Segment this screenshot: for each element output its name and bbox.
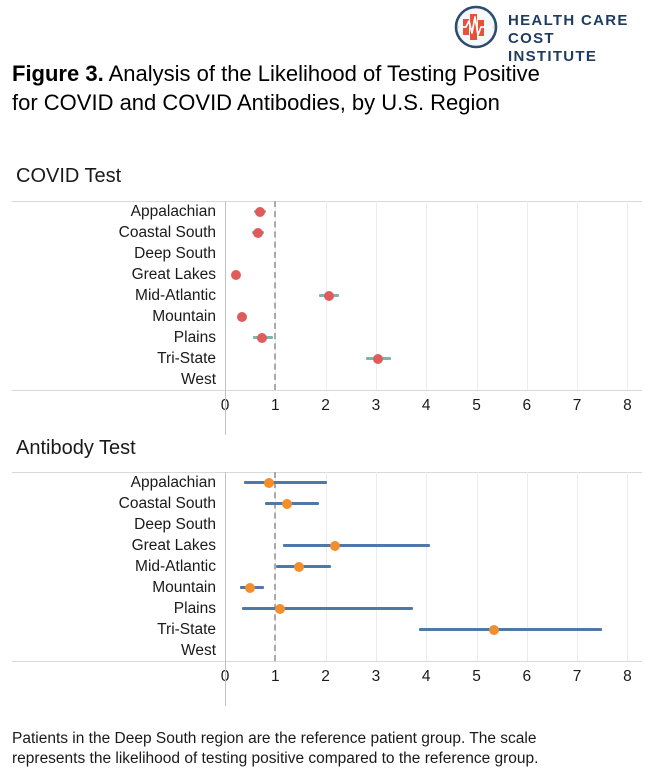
gridline [577,201,579,390]
gridline [476,201,478,390]
data-point [329,540,340,551]
figure-title-text: Analysis of the Likelihood of Testing Po… [12,61,540,115]
data-point [264,477,275,488]
category-label: Tri-State [157,621,216,638]
category-label: Appalachian [130,474,216,491]
category-label: Tri-State [157,350,216,367]
brand-wordmark: HEALTH CARE COST INSTITUTE [508,12,645,66]
figure-number-label: Figure 3. [12,61,104,86]
gridline [526,201,528,390]
x-tick-label: 7 [572,668,582,685]
category-label: Great Lakes [131,537,216,554]
reference-line [274,201,277,390]
plot-bottom-border [12,661,642,662]
confidence-interval-bar [264,502,320,505]
x-tick-label: 4 [421,668,431,685]
data-point [489,624,500,635]
category-label: Mountain [152,579,216,596]
hcci-logo-icon [454,5,498,49]
x-tick-label: 2 [321,668,330,685]
category-label: West [180,642,216,659]
plot-top-border [12,472,642,473]
gridline [375,472,377,661]
category-label: Plains [173,329,216,346]
category-label: Plains [173,600,216,617]
gridline [627,472,629,661]
x-tick-label: 3 [371,397,381,414]
category-label: Deep South [134,245,216,262]
plot-bottom-border [12,390,642,391]
confidence-interval-bar [282,544,430,547]
x-tick-label: 3 [371,668,381,685]
antibody-test-heading: Antibody Test [16,437,136,459]
gridline [426,472,428,661]
x-tick-label: 8 [623,397,632,414]
x-tick-label: 1 [270,668,280,685]
data-point [237,311,248,322]
category-label: Deep South [134,516,216,533]
y-axis-line [225,472,226,706]
x-tick-label: 2 [321,397,330,414]
data-point [256,332,267,343]
confidence-interval-bar [418,628,603,631]
y-axis-line [225,201,226,435]
x-tick-label: 1 [270,397,280,414]
gridline [426,201,428,390]
x-tick-label: 6 [522,668,532,685]
data-point [252,227,263,238]
gridline [476,472,478,661]
x-tick-label: 4 [421,397,431,414]
data-point [254,206,265,217]
brand-line2: COST INSTITUTE [508,30,598,65]
x-tick-label: 8 [623,668,632,685]
data-point [281,498,292,509]
data-point [245,582,256,593]
reference-line [274,472,277,661]
gridline [375,201,377,390]
gridline [526,472,528,661]
x-tick-label: 6 [522,397,532,414]
x-tick-label: 7 [572,397,582,414]
category-label: Mountain [152,308,216,325]
data-point [231,269,242,280]
category-label: Coastal South [118,224,216,241]
confidence-interval-bar [244,481,327,484]
covid-test-heading: COVID Test [16,165,122,187]
category-label: Appalachian [130,203,216,220]
figure-title: Figure 3. Analysis of the Likelihood of … [12,59,557,117]
data-point [373,353,384,364]
gridline [577,472,579,661]
category-label: Mid-Atlantic [135,558,216,575]
category-label: Coastal South [118,495,216,512]
data-point [294,561,305,572]
confidence-interval-bar [242,607,414,610]
brand-line1: HEALTH CARE [508,12,629,29]
category-label: Great Lakes [131,266,216,283]
plot-top-border [12,201,642,202]
data-point [323,290,334,301]
category-label: Mid-Atlantic [135,287,216,304]
figure-footnote: Patients in the Deep South region are th… [12,730,539,767]
x-tick-label: 5 [472,397,481,414]
gridline [627,201,629,390]
category-label: West [180,371,216,388]
x-tick-label: 5 [472,668,481,685]
data-point [274,603,285,614]
